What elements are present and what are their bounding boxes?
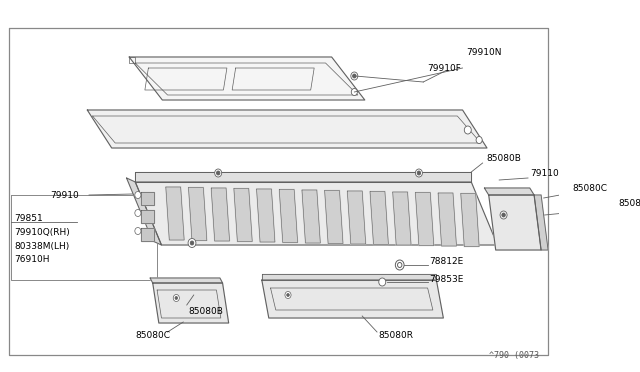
Text: 79910F: 79910F: [428, 64, 461, 73]
Circle shape: [502, 213, 506, 217]
Polygon shape: [438, 193, 456, 246]
Circle shape: [135, 209, 141, 217]
Polygon shape: [415, 192, 434, 246]
Polygon shape: [279, 189, 298, 243]
Circle shape: [287, 294, 289, 296]
Text: 85080: 85080: [618, 199, 640, 208]
Circle shape: [135, 228, 141, 234]
Circle shape: [415, 169, 422, 177]
Polygon shape: [262, 274, 436, 280]
Text: 78812E: 78812E: [429, 257, 463, 266]
Text: 79851: 79851: [14, 214, 43, 222]
Circle shape: [188, 238, 196, 247]
Circle shape: [397, 263, 402, 267]
Polygon shape: [461, 193, 479, 247]
Polygon shape: [129, 57, 365, 100]
Polygon shape: [12, 195, 157, 280]
Text: 79910N: 79910N: [466, 48, 502, 57]
Polygon shape: [9, 28, 548, 355]
Polygon shape: [150, 278, 223, 283]
Circle shape: [214, 169, 221, 177]
Text: ^790 (0073: ^790 (0073: [489, 351, 539, 360]
Circle shape: [464, 126, 471, 134]
Circle shape: [135, 192, 141, 199]
Polygon shape: [302, 190, 320, 243]
Polygon shape: [211, 188, 230, 241]
Polygon shape: [166, 187, 184, 240]
Text: 79853E: 79853E: [429, 275, 464, 283]
Text: 85080C: 85080C: [135, 330, 170, 340]
Text: 79910Q(RH): 79910Q(RH): [14, 228, 70, 237]
Polygon shape: [324, 190, 343, 244]
Circle shape: [353, 74, 356, 78]
Text: 80338M(LH): 80338M(LH): [14, 241, 69, 250]
Circle shape: [476, 137, 482, 144]
Polygon shape: [189, 187, 207, 241]
Text: 85080R: 85080R: [379, 330, 414, 340]
Text: 85080C: 85080C: [573, 183, 607, 192]
Polygon shape: [153, 283, 228, 323]
Polygon shape: [127, 178, 161, 245]
Text: 85080B: 85080B: [486, 154, 521, 163]
Circle shape: [285, 292, 291, 298]
Polygon shape: [141, 210, 154, 223]
Polygon shape: [262, 280, 444, 318]
Circle shape: [351, 72, 358, 80]
Circle shape: [190, 241, 194, 245]
Polygon shape: [484, 188, 534, 195]
Polygon shape: [370, 192, 388, 244]
Polygon shape: [348, 191, 365, 244]
Polygon shape: [489, 195, 541, 250]
Circle shape: [351, 89, 357, 96]
Polygon shape: [534, 195, 548, 250]
Polygon shape: [135, 182, 497, 245]
Text: 79110: 79110: [531, 169, 559, 177]
Circle shape: [417, 171, 420, 175]
Polygon shape: [141, 228, 154, 241]
Circle shape: [175, 296, 178, 299]
Circle shape: [216, 171, 220, 175]
Polygon shape: [87, 110, 487, 148]
Polygon shape: [234, 189, 252, 241]
Polygon shape: [257, 189, 275, 242]
Text: 76910H: 76910H: [14, 256, 49, 264]
Polygon shape: [393, 192, 411, 245]
Polygon shape: [141, 192, 154, 205]
Text: 79910: 79910: [50, 190, 79, 199]
Text: 85080B: 85080B: [189, 308, 223, 317]
Circle shape: [379, 278, 386, 286]
Circle shape: [396, 260, 404, 270]
Circle shape: [173, 295, 179, 301]
Circle shape: [500, 211, 507, 219]
Polygon shape: [135, 172, 471, 182]
